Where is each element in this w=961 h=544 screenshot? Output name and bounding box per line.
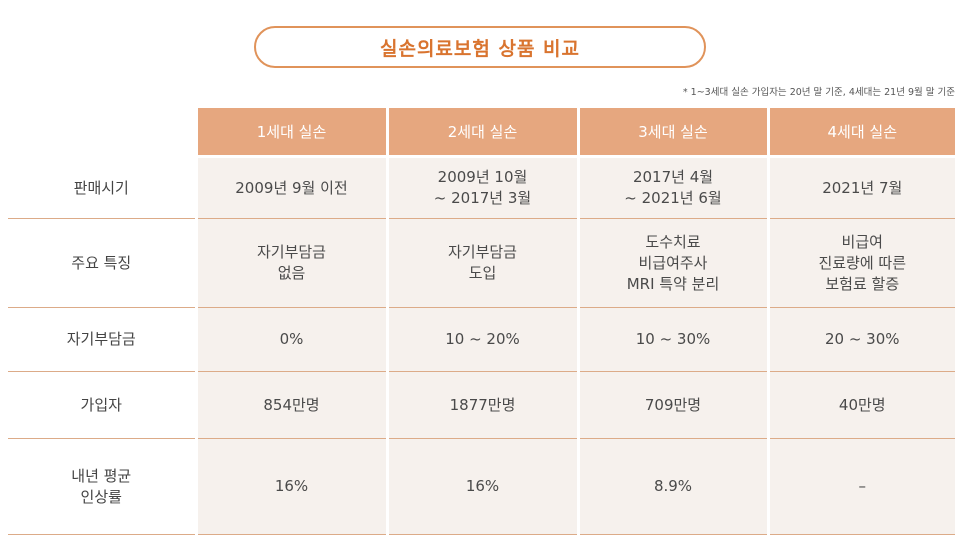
comparison-table: 1세대 실손 2세대 실손 3세대 실손 4세대 실손 판매시기 2009년 9… bbox=[8, 108, 955, 535]
table-row-rate-increase: 내년 평균 인상률 16% 16% 8.9% – bbox=[8, 438, 955, 535]
page-title: 실손의료보험 상품 비교 bbox=[254, 26, 706, 68]
table-cell: 20 ~ 30% bbox=[766, 307, 955, 372]
column-header-gen1: 1세대 실손 bbox=[194, 108, 387, 158]
column-header-gen4: 4세대 실손 bbox=[766, 108, 955, 158]
table-cell: 2017년 4월 ~ 2021년 6월 bbox=[576, 156, 768, 219]
row-label: 판매시기 bbox=[8, 156, 196, 219]
table-cell: 자기부담금 없음 bbox=[194, 218, 387, 308]
table-row-subscribers: 가입자 854만명 1877만명 709만명 40만명 bbox=[8, 371, 955, 439]
table-row-key-features: 주요 특징 자기부담금 없음 자기부담금 도입 도수치료 비급여주사 MRI 특… bbox=[8, 218, 955, 308]
footnote: * 1~3세대 실손 가입자는 20년 말 기준, 4세대는 21년 9월 말 … bbox=[682, 87, 955, 98]
header-row: 1세대 실손 2세대 실손 3세대 실손 4세대 실손 bbox=[8, 108, 955, 158]
table-cell: 비급여 진료량에 따른 보험료 할증 bbox=[766, 218, 955, 308]
table-row-sales-period: 판매시기 2009년 9월 이전 2009년 10월 ~ 2017년 3월 20… bbox=[8, 156, 955, 219]
table-cell: 0% bbox=[194, 307, 387, 372]
table-cell: 16% bbox=[385, 438, 578, 535]
table-cell: 709만명 bbox=[576, 371, 768, 439]
row-label: 내년 평균 인상률 bbox=[8, 438, 196, 535]
table-cell: 자기부담금 도입 bbox=[385, 218, 578, 308]
table-row-deductible: 자기부담금 0% 10 ~ 20% 10 ~ 30% 20 ~ 30% bbox=[8, 307, 955, 372]
table-cell: – bbox=[766, 438, 955, 535]
row-label: 주요 특징 bbox=[8, 218, 196, 308]
table-cell: 2021년 7월 bbox=[766, 156, 955, 219]
table-cell: 8.9% bbox=[576, 438, 768, 535]
table-cell: 2009년 10월 ~ 2017년 3월 bbox=[385, 156, 578, 219]
table-cell: 도수치료 비급여주사 MRI 특약 분리 bbox=[576, 218, 768, 308]
table-cell: 40만명 bbox=[766, 371, 955, 439]
column-header-gen2: 2세대 실손 bbox=[385, 108, 578, 158]
table-cell: 10 ~ 20% bbox=[385, 307, 578, 372]
row-label: 가입자 bbox=[8, 371, 196, 439]
header-corner bbox=[8, 108, 196, 158]
row-label: 자기부담금 bbox=[8, 307, 196, 372]
column-header-gen3: 3세대 실손 bbox=[576, 108, 768, 158]
table-cell: 1877만명 bbox=[385, 371, 578, 439]
table-cell: 10 ~ 30% bbox=[576, 307, 768, 372]
table-cell: 2009년 9월 이전 bbox=[194, 156, 387, 219]
table-cell: 16% bbox=[194, 438, 387, 535]
table-cell: 854만명 bbox=[194, 371, 387, 439]
